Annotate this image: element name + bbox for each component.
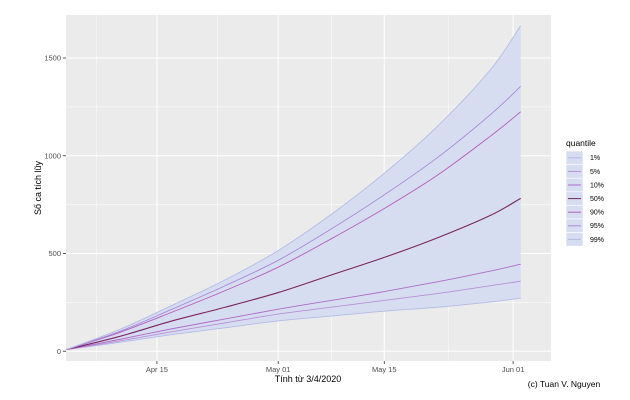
x-axis-title: Tính từ 3/4/2020 bbox=[275, 374, 342, 384]
legend-label-90pct: 90% bbox=[590, 210, 604, 217]
y-axis: 0 500 1000 1500 bbox=[44, 54, 66, 356]
series-line-50pct bbox=[65, 197, 521, 351]
legend-label-50pct: 50% bbox=[590, 196, 604, 203]
series-line-90pct bbox=[65, 111, 521, 351]
credit-text: (c) Tuan V. Nguyen bbox=[528, 379, 601, 389]
y-tick-label: 0 bbox=[57, 347, 61, 356]
legend-title: quantile bbox=[566, 138, 596, 148]
series-line-99pct bbox=[65, 25, 522, 351]
legend: quantile 1% 5% 10% 50% 90% 95% 99% bbox=[565, 138, 604, 247]
series-line-95pct bbox=[65, 86, 521, 351]
legend-label-95pct: 95% bbox=[590, 223, 604, 230]
legend-label-10pct: 10% bbox=[590, 182, 604, 189]
series-lines bbox=[65, 25, 522, 351]
x-tick-label: May 15 bbox=[372, 365, 397, 374]
y-axis-title: Số ca tích lũy bbox=[33, 160, 43, 215]
legend-label-5pct: 5% bbox=[590, 169, 600, 176]
series-line-10pct bbox=[65, 263, 521, 351]
legend-label-1pct: 1% bbox=[590, 155, 600, 162]
x-tick-label: May 01 bbox=[266, 365, 291, 374]
y-tick-label: 1500 bbox=[44, 54, 61, 63]
y-tick-label: 500 bbox=[48, 249, 61, 258]
series-line-1pct bbox=[65, 297, 521, 351]
y-tick-label: 1000 bbox=[44, 151, 61, 160]
legend-label-99pct: 99% bbox=[590, 237, 604, 244]
quantile-band bbox=[66, 25, 521, 350]
series-line-5pct bbox=[65, 280, 521, 351]
x-tick-label: Apr 15 bbox=[146, 365, 168, 374]
x-tick-label: Jun 01 bbox=[502, 365, 525, 374]
x-axis: Apr 15 May 01 May 15 Jun 01 bbox=[146, 361, 524, 374]
